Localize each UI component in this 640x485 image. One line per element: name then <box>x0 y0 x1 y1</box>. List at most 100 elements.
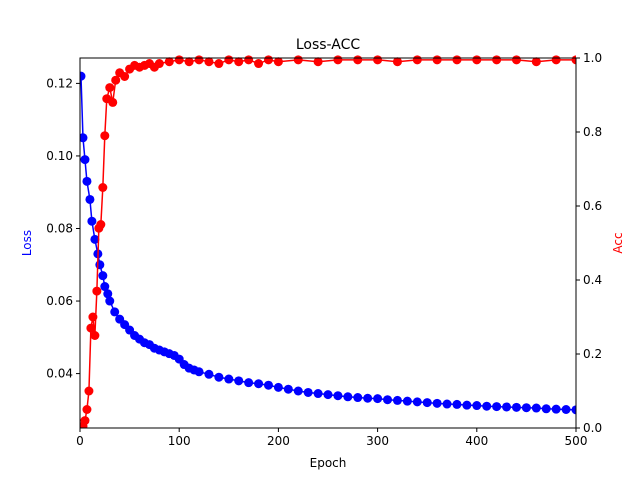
x-tick-label: 0 <box>76 434 84 448</box>
data-point-left <box>492 402 502 412</box>
data-point-left <box>422 398 432 408</box>
data-point-right <box>164 57 174 67</box>
data-point-left <box>273 382 283 392</box>
data-point-left <box>343 392 353 402</box>
chart-title: Loss-ACC <box>296 37 361 53</box>
data-point-left <box>363 393 373 403</box>
data-point-right <box>120 72 130 81</box>
y-right-tick-label: 0.4 <box>583 273 602 287</box>
data-point-left <box>452 399 462 409</box>
y-left-tick-label: 0.06 <box>46 294 73 308</box>
data-point-right <box>353 55 363 65</box>
data-point-right <box>373 55 383 65</box>
x-tick-label: 100 <box>168 434 191 448</box>
data-point-right <box>224 55 234 65</box>
data-point-left <box>82 176 92 186</box>
data-point-left <box>87 216 97 226</box>
data-point-left <box>502 402 512 412</box>
data-point-left <box>373 394 383 404</box>
data-point-right <box>551 55 561 65</box>
data-point-left <box>432 398 442 408</box>
data-point-right <box>80 416 90 426</box>
data-point-right <box>492 55 502 65</box>
data-point-right <box>100 131 110 141</box>
data-point-left <box>442 399 452 409</box>
data-point-right <box>392 57 402 67</box>
data-point-left <box>402 396 412 406</box>
data-point-right <box>214 59 224 69</box>
plot-frame <box>79 57 577 429</box>
y-right-tick-label: 1.0 <box>583 51 602 65</box>
data-point-right <box>452 55 462 65</box>
data-point-right <box>244 55 254 65</box>
data-point-left <box>110 307 120 317</box>
data-point-left <box>214 372 224 382</box>
data-point-left <box>551 404 561 414</box>
y-left-tick-label: 0.12 <box>46 76 73 90</box>
data-point-right <box>90 331 100 340</box>
data-point-left <box>412 397 422 407</box>
data-point-right <box>98 183 108 192</box>
data-point-left <box>194 367 204 377</box>
data-point-right <box>194 55 204 65</box>
x-axis-label: Epoch <box>310 456 347 470</box>
y-left-axis-label: Loss <box>20 230 34 256</box>
y-left-tick-label: 0.10 <box>46 149 73 163</box>
data-point-left <box>80 71 86 81</box>
data-point-left <box>103 289 113 299</box>
data-point-right <box>204 57 214 67</box>
data-point-left <box>353 393 363 403</box>
y-right-tick-label: 0.6 <box>583 199 602 213</box>
data-point-left <box>90 234 100 244</box>
y-left-tick-label: 0.04 <box>46 367 73 381</box>
data-point-right <box>234 57 244 67</box>
data-point-left <box>482 401 492 411</box>
data-point-right <box>96 220 106 229</box>
data-point-right <box>531 57 541 67</box>
data-point-left <box>333 391 343 401</box>
data-point-right <box>511 55 521 65</box>
data-point-right <box>472 55 482 65</box>
data-point-right <box>92 286 102 296</box>
data-point-right <box>263 55 273 65</box>
data-point-left <box>571 405 576 415</box>
plot-area: 0 100 200 300 400 500 0.04 0.06 0.08 0.10 0.12 0.0 0… <box>46 51 602 448</box>
data-point-left <box>472 401 482 411</box>
data-point-left <box>80 155 90 165</box>
data-point-left <box>521 403 531 413</box>
data-point-left <box>283 384 293 394</box>
x-tick-label: 300 <box>366 434 389 448</box>
data-point-left <box>224 374 234 384</box>
data-point-right <box>111 75 121 85</box>
data-point-left <box>98 271 108 281</box>
data-point-left <box>263 380 273 390</box>
data-point-right <box>86 323 96 333</box>
data-point-left <box>244 378 254 388</box>
y-right-tick-label: 0.2 <box>583 347 602 361</box>
x-tick-label: 400 <box>465 434 488 448</box>
data-point-left <box>95 260 105 270</box>
data-point-left <box>80 133 88 143</box>
data-point-right <box>108 97 118 107</box>
data-point-right <box>412 55 422 65</box>
data-point-left <box>293 386 303 396</box>
data-point-right <box>88 312 98 322</box>
data-point-right <box>105 83 115 93</box>
data-point-right <box>84 386 94 396</box>
data-point-left <box>561 405 571 414</box>
data-point-left <box>462 400 472 410</box>
y-left-tick-label: 0.08 <box>46 221 73 235</box>
data-point-left <box>541 404 551 414</box>
data-point-left <box>85 194 95 204</box>
x-tick-label: 500 <box>565 434 588 448</box>
data-point-left <box>303 387 313 397</box>
data-point-left <box>511 402 521 412</box>
data-point-left <box>234 376 244 386</box>
data-point-right <box>273 57 283 67</box>
data-point-left <box>383 395 393 405</box>
data-point-right <box>432 55 442 65</box>
data-point-left <box>254 379 264 389</box>
